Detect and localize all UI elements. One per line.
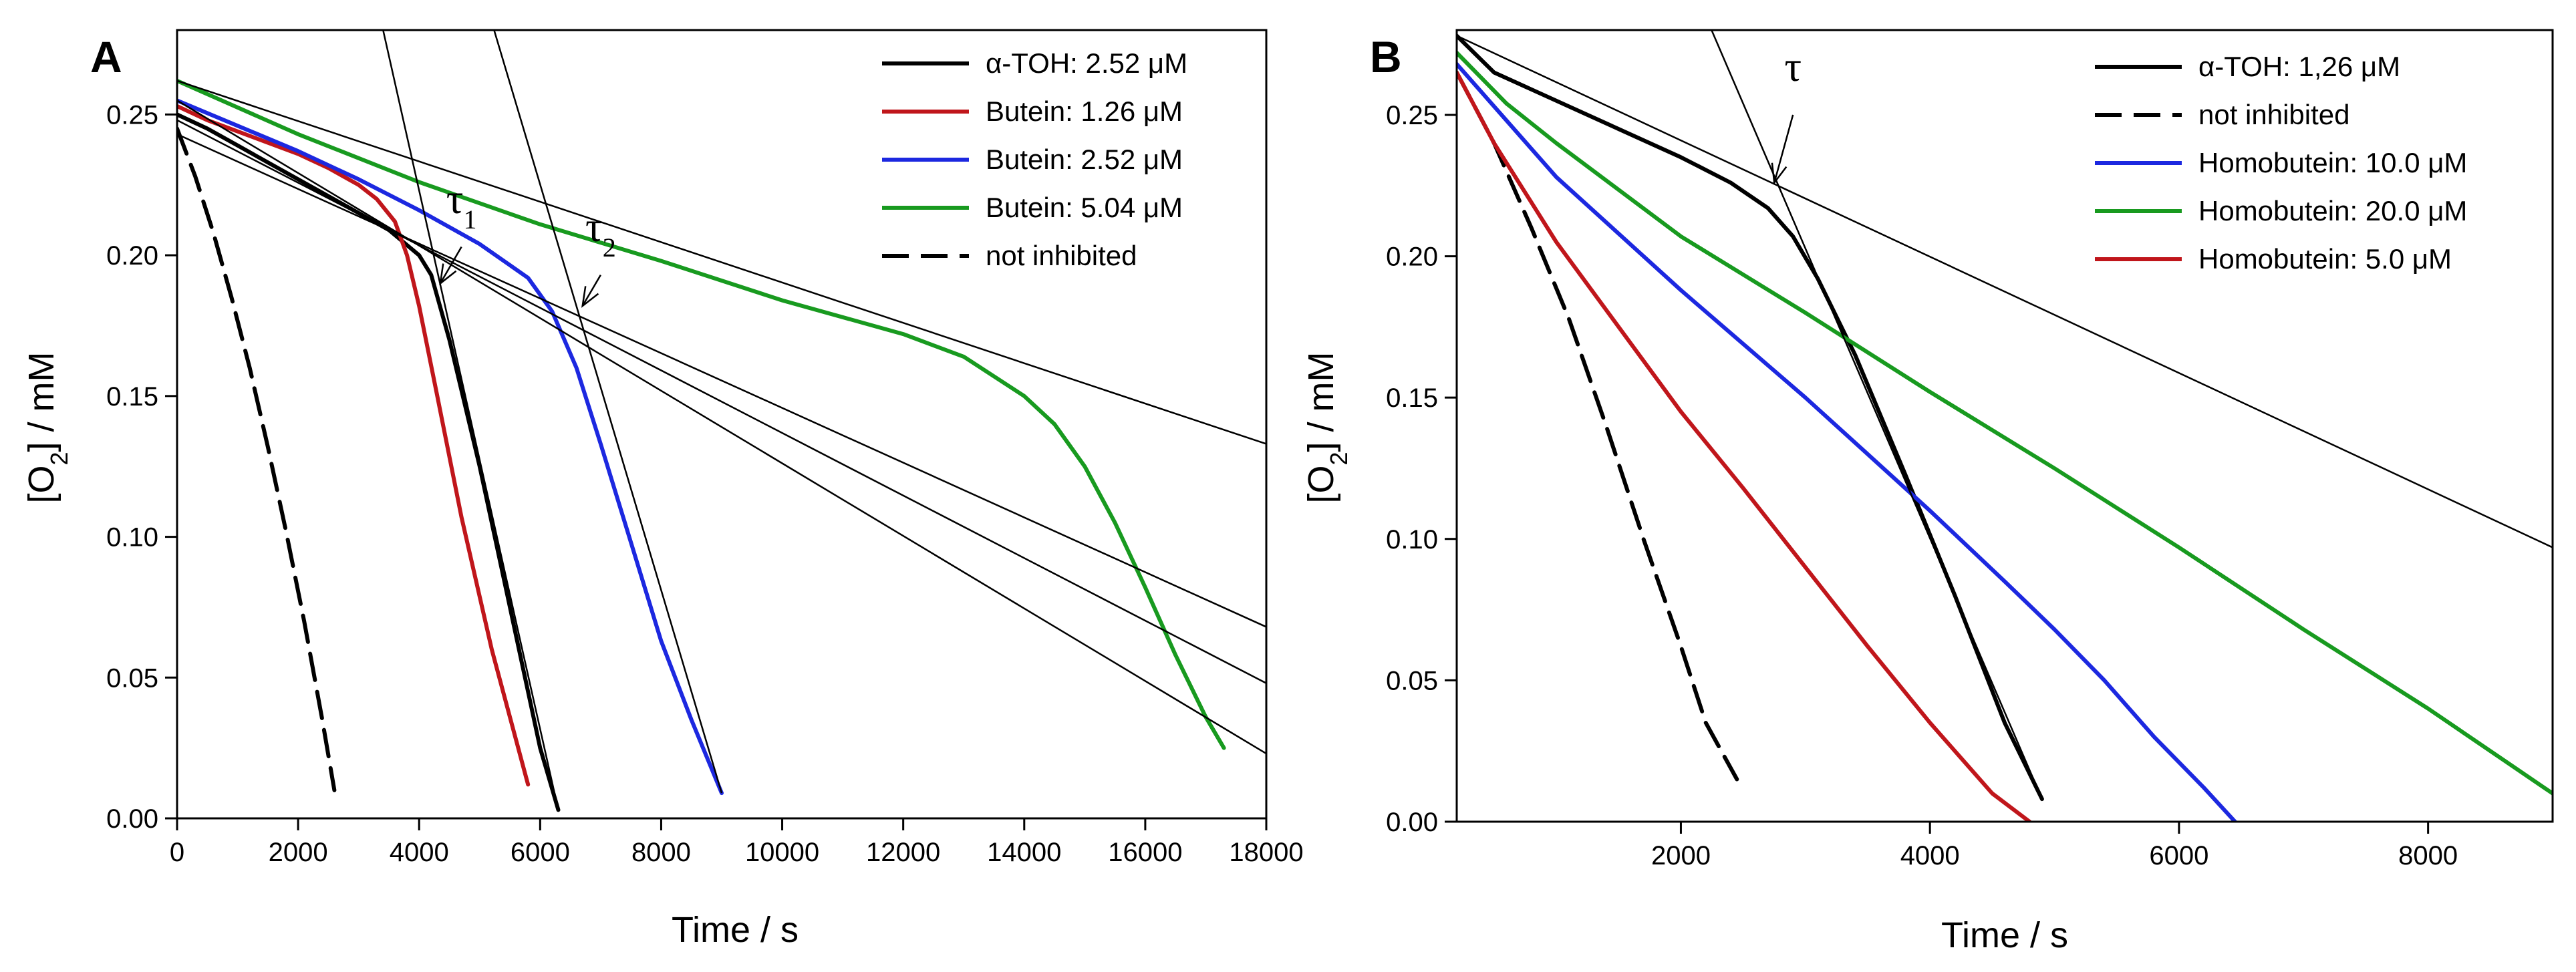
panel-b-x-axis-ticks: 2000 4000 6000 8000 (1651, 822, 2458, 870)
panel-a-tau-arrow-0 (439, 246, 462, 284)
panel-a: τ1 τ2 0 2000 4000 6000 8000 10000 12000 14000 160… (21, 29, 1304, 950)
panel-a-x-tick-label-3: 6000 (511, 838, 570, 867)
panel-a-y-axis-ticks: 0.00 0.05 0.10 0.15 0.20 0.25 (106, 100, 177, 834)
panel-a-legend-label-1: Butein: 1.26 μM (986, 96, 1183, 127)
panel-a-y-tick-label-3: 0.15 (106, 382, 158, 412)
panel-a-x-tick-label-7: 14000 (987, 838, 1061, 867)
panel-a-x-tick-label-1: 2000 (269, 838, 328, 867)
panel-a-legend-label-4: not inhibited (986, 240, 1137, 271)
panel-a-tangent-line-0 (177, 133, 1266, 628)
panel-b-y-tick-label-0: 0.00 (1386, 808, 1438, 837)
panel-b-x-tick-label-0: 2000 (1651, 841, 1711, 870)
panel-a-tau-arrowhead-1 (581, 286, 599, 308)
panel-b-y-axis-ticks: 0.00 0.05 0.10 0.15 0.20 0.25 (1386, 101, 1457, 837)
panel-a-plot-frame (176, 29, 1268, 820)
panel-a-y-tick-label-1: 0.05 (106, 663, 158, 693)
panel-a-annotations: τ1 τ2 (439, 175, 616, 308)
panel-b-series-line-3 (1457, 50, 2553, 796)
panel-b-tau-arrow-0 (1773, 114, 1794, 183)
panel-b-legend-label-1: not inhibited (2198, 99, 2350, 130)
panel-a-tangent-line-3 (177, 79, 1266, 445)
panel-b-legend-label-0: α-TOH: 1,26 μM (2198, 51, 2400, 82)
panel-a-series-line-2 (177, 98, 724, 796)
panel-b-y-tick-label-1: 0.05 (1386, 666, 1438, 695)
panel-b-y-tick-label-5: 0.25 (1386, 101, 1438, 130)
panel-a-tau-label-1: τ2 (585, 203, 616, 263)
panel-b-tau-label-0: τ (1784, 43, 1802, 90)
panel-b-x-axis-label: Time / s (1941, 915, 2068, 955)
panel-a-y-axis-label: [O2] / mM (21, 351, 73, 503)
panel-a-x-tick-label-2: 4000 (390, 838, 449, 867)
panel-a-tau-arrowhead-0 (439, 263, 457, 286)
panel-a-x-tick-label-9: 18000 (1229, 838, 1303, 867)
panel-a-series-line-1 (177, 104, 531, 787)
panel-b-x-tick-label-2: 6000 (2149, 841, 2208, 870)
panel-b-legend-label-2: Homobutein: 10.0 μM (2198, 147, 2467, 178)
panel-a-legend-label-2: Butein: 2.52 μM (986, 144, 1183, 175)
panel-b-tangent-line-1 (1711, 30, 2043, 800)
panel-b-y-tick-label-2: 0.10 (1386, 525, 1438, 554)
panel-a-legend: α-TOH: 2.52 μM Butein: 1.26 μM Butein: 2.5… (882, 47, 1187, 271)
panel-b-plot-frame (1455, 29, 2554, 823)
panel-b-legend: α-TOH: 1,26 μM not inhibited Homobutein: 1… (2095, 51, 2467, 275)
panel-b-tangent-line-0 (1457, 35, 2553, 548)
panel-a-label: A (90, 32, 122, 82)
panel-a-tangent-line-1 (177, 100, 1266, 755)
panel-a-x-axis-ticks: 0 2000 4000 6000 8000 10000 12000 14000 16000 180… (170, 818, 1304, 867)
panel-b: τ 2000 4000 6000 8000 0.000.050.100.150.200… (1301, 29, 2554, 955)
panel-b-annotations: τ (1771, 43, 1802, 185)
panel-a-tangent-line-2 (177, 119, 1266, 684)
panel-b-series-line-2 (1457, 61, 2237, 822)
panel-a-tangent-line-5 (493, 30, 723, 794)
panel-a-series-line-4 (177, 126, 337, 792)
panel-a-y-tick-label-2: 0.10 (106, 523, 158, 552)
panel-b-tau-arrowhead-0 (1771, 162, 1787, 185)
panel-b-tangent-lines (1457, 30, 2553, 800)
panel-a-x-tick-label-8: 16000 (1108, 838, 1182, 867)
panel-b-legend-label-4: Homobutein: 5.0 μM (2198, 243, 2452, 275)
panel-b-y-tick-label-4: 0.20 (1386, 242, 1438, 272)
panel-a-y-tick-label-4: 0.20 (106, 241, 158, 271)
panel-a-x-axis-label: Time / s (672, 910, 799, 950)
panel-a-y-tick-label-0: 0.00 (106, 804, 158, 834)
panel-b-y-axis-label: [O2] / mM (1301, 351, 1352, 503)
panel-b-label: B (1370, 32, 1402, 82)
panel-a-curves (177, 78, 1226, 812)
panel-b-x-tick-label-1: 4000 (1900, 841, 1960, 870)
panel-b-series-line-1 (1457, 70, 1739, 782)
panel-a-legend-label-3: Butein: 5.04 μM (986, 192, 1183, 223)
panel-b-series-line-4 (1457, 70, 2032, 822)
panel-a-x-tick-label-6: 12000 (866, 838, 940, 867)
panel-a-x-tick-label-4: 8000 (631, 838, 691, 867)
panel-a-x-tick-label-5: 10000 (745, 838, 819, 867)
panel-a-y-tick-label-5: 0.25 (106, 100, 158, 130)
panel-a-series-line-3 (177, 78, 1226, 750)
panel-a-tangent-lines (177, 30, 1266, 810)
panel-b-legend-label-3: Homobutein: 20.0 μM (2198, 195, 2467, 226)
panel-a-tangent-line-4 (382, 30, 559, 810)
panel-b-x-tick-label-3: 8000 (2398, 841, 2458, 870)
panel-a-tau-label-0: τ1 (446, 175, 477, 234)
panel-a-x-tick-label-0: 0 (170, 838, 184, 867)
panel-a-legend-label-0: α-TOH: 2.52 μM (986, 47, 1187, 79)
panel-b-y-tick-label-3: 0.15 (1386, 383, 1438, 413)
panel-a-tau-arrow-1 (581, 275, 601, 307)
